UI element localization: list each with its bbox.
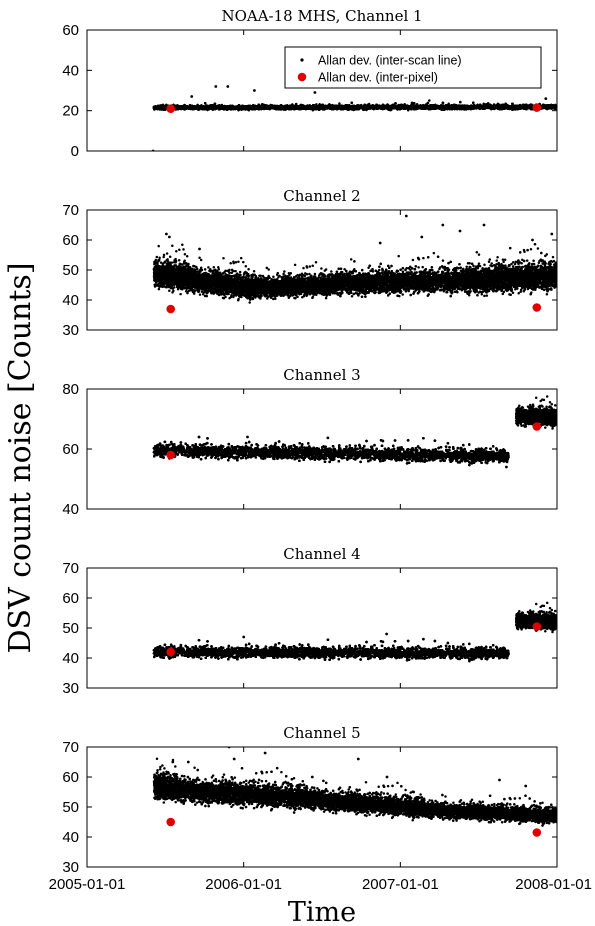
scanline-series: [152, 85, 558, 152]
y-axis-label: DSV count noise [Counts]: [3, 262, 38, 653]
scanline-band-segment: [153, 99, 558, 111]
panel-1-plot: [152, 85, 558, 152]
panel-1-title: NOAA-18 MHS, Channel 1: [221, 7, 422, 25]
x-axis-label: Time: [288, 897, 356, 926]
scanline-point: [338, 102, 341, 105]
scanline-point: [428, 99, 431, 102]
